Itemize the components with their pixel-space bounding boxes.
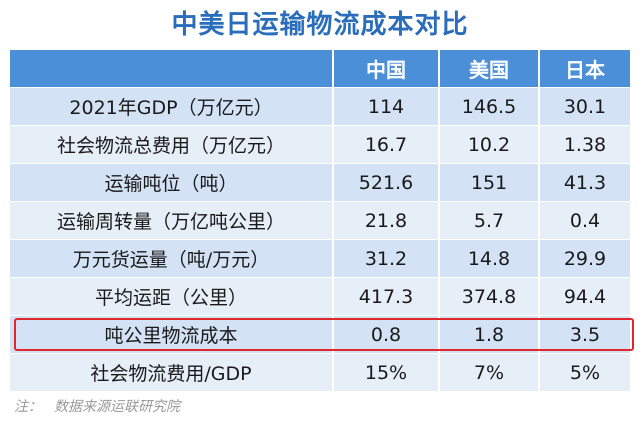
- cell: 15%: [334, 354, 440, 391]
- cell: 114: [334, 88, 440, 125]
- cell: 151: [440, 164, 540, 201]
- row-label: 2021年GDP（万亿元）: [10, 88, 334, 125]
- table-row: 运输周转量（万亿吨公里） 21.8 5.7 0.4: [10, 202, 630, 239]
- cell: 0.4: [540, 202, 630, 239]
- table-row: 平均运距（公里） 417.3 374.8 94.4: [10, 278, 630, 315]
- table-row: 万元货运量（吨/万元） 31.2 14.8 29.9: [10, 240, 630, 277]
- note-label: 注：: [14, 399, 42, 415]
- row-label: 运输吨位（吨）: [10, 164, 334, 201]
- cell: 374.8: [440, 278, 540, 315]
- cell: 417.3: [334, 278, 440, 315]
- table-row: 2021年GDP（万亿元） 114 146.5 30.1: [10, 88, 630, 125]
- cell: 5%: [540, 354, 630, 391]
- highlight-box: [14, 318, 634, 351]
- row-label: 万元货运量（吨/万元）: [10, 240, 334, 277]
- cell: 10.2: [440, 126, 540, 163]
- cell: 30.1: [540, 88, 630, 125]
- row-label: 社会物流总费用（万亿元）: [10, 126, 334, 163]
- table-row: 社会物流总费用（万亿元） 16.7 10.2 1.38: [10, 126, 630, 163]
- table-row: 社会物流费用/GDP 15% 7% 5%: [10, 354, 630, 391]
- cell: 31.2: [334, 240, 440, 277]
- note-text: 数据来源运联研究院: [54, 399, 180, 415]
- cell: 21.8: [334, 202, 440, 239]
- header-cell: [10, 50, 334, 87]
- table-row: 吨公里物流成本 0.8 1.8 3.5: [10, 316, 630, 353]
- header-cell: 中国: [334, 50, 440, 87]
- cell: 3.5: [540, 316, 630, 353]
- title: 中美日运输物流成本对比: [171, 10, 469, 40]
- footnote: 注： 数据来源运联研究院: [14, 396, 192, 416]
- cell: 1.38: [540, 126, 630, 163]
- header-cell: 日本: [540, 50, 630, 87]
- header-row: 中国 美国 日本: [10, 50, 630, 87]
- table-row: 运输吨位（吨） 521.6 151 41.3: [10, 164, 630, 201]
- row-label: 平均运距（公里）: [10, 278, 334, 315]
- cell: 5.7: [440, 202, 540, 239]
- header-cell: 美国: [440, 50, 540, 87]
- cell: 94.4: [540, 278, 630, 315]
- cell: 41.3: [540, 164, 630, 201]
- cell: 146.5: [440, 88, 540, 125]
- cell: 521.6: [334, 164, 440, 201]
- cell: 7%: [440, 354, 540, 391]
- cell: 1.8: [440, 316, 540, 353]
- row-label: 社会物流费用/GDP: [10, 354, 334, 391]
- cell: 16.7: [334, 126, 440, 163]
- cell: 29.9: [540, 240, 630, 277]
- cell: 14.8: [440, 240, 540, 277]
- row-label: 运输周转量（万亿吨公里）: [10, 202, 334, 239]
- row-label: 吨公里物流成本: [10, 316, 334, 353]
- cell: 0.8: [334, 316, 440, 353]
